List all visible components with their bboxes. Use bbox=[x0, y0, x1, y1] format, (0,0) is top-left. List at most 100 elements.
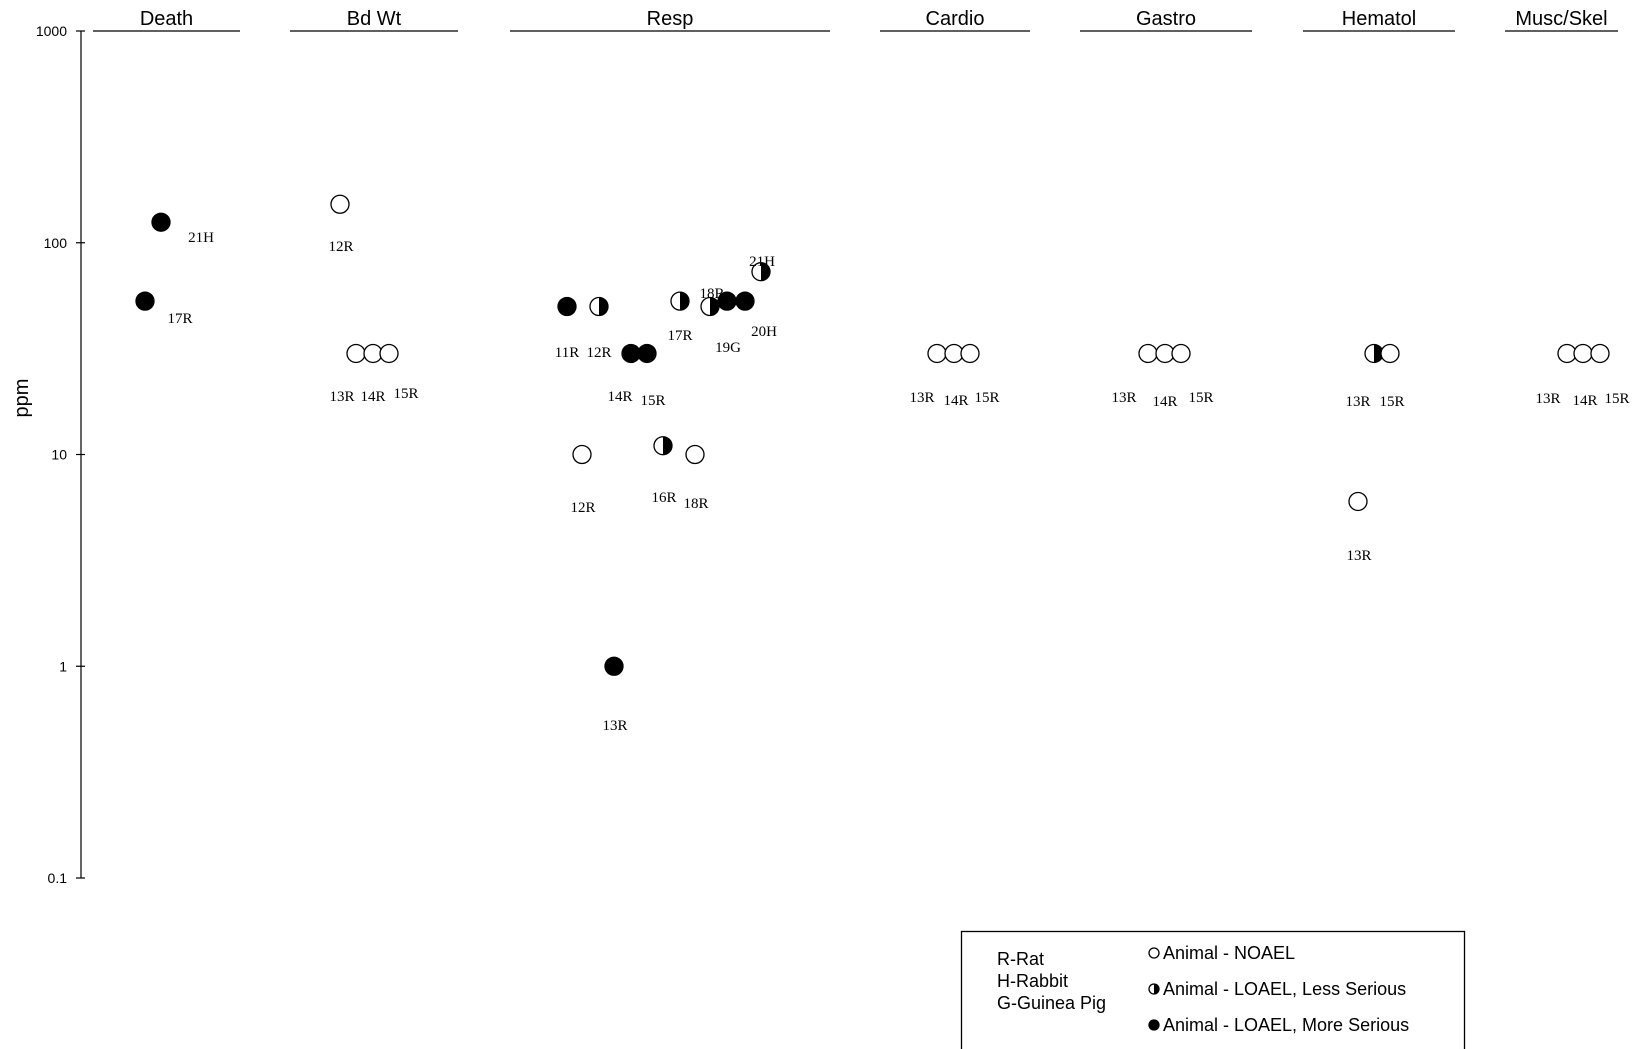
category-label: Resp bbox=[647, 8, 694, 30]
noael-marker bbox=[379, 343, 399, 364]
data-point: 15R bbox=[637, 343, 666, 409]
point-label: 17R bbox=[667, 328, 692, 344]
y-tick-label: 100 bbox=[44, 235, 68, 251]
noael-marker bbox=[1380, 343, 1400, 364]
point-label: 15R bbox=[974, 390, 999, 406]
noael-marker bbox=[1590, 343, 1610, 364]
data-point: 15R bbox=[379, 343, 419, 402]
legend-species: G-Guinea Pig bbox=[997, 993, 1106, 1013]
data-point: 13R bbox=[1111, 343, 1158, 406]
point-label: 15R bbox=[1379, 394, 1404, 410]
category-label: Death bbox=[140, 8, 193, 30]
point-label: 19G bbox=[715, 340, 741, 356]
data-point: 19G bbox=[715, 291, 741, 356]
data-point: 14R bbox=[1152, 343, 1178, 410]
data-point: 21H bbox=[151, 212, 214, 246]
category-header: Cardio bbox=[880, 8, 1030, 32]
legend-box bbox=[960, 930, 1466, 1049]
loael-more-serious-marker bbox=[637, 343, 657, 364]
noael-marker bbox=[944, 343, 964, 364]
noael-marker bbox=[572, 444, 592, 465]
point-label: 13R bbox=[1346, 548, 1371, 564]
category-header: Bd Wt bbox=[290, 8, 458, 32]
data-point: 11R bbox=[555, 296, 579, 361]
data-point: 14R bbox=[607, 343, 641, 405]
loael-less-serious-marker bbox=[653, 436, 673, 456]
point-label: 13R bbox=[909, 390, 934, 406]
noael-marker bbox=[960, 343, 980, 364]
data-point: 15R bbox=[960, 343, 1000, 406]
point-label: 20H bbox=[751, 324, 777, 340]
loael-more-serious-marker bbox=[735, 291, 755, 311]
y-tick-label: 10 bbox=[51, 447, 67, 463]
point-label: 11R bbox=[555, 345, 579, 361]
category-header: Death bbox=[93, 8, 240, 32]
data-point: 12R bbox=[570, 444, 596, 516]
data-point: 17R bbox=[667, 291, 693, 344]
point-label: 18R bbox=[683, 496, 708, 512]
data-point: 15R bbox=[1171, 343, 1214, 406]
noael-marker bbox=[1171, 343, 1191, 364]
noael-marker bbox=[1155, 343, 1175, 364]
loael-less-serious-marker bbox=[1364, 343, 1384, 364]
legend-symbol-label: Animal - LOAEL, Less Serious bbox=[1163, 979, 1406, 999]
category-header: Musc/Skel bbox=[1505, 8, 1618, 32]
data-point: 13R bbox=[329, 343, 366, 405]
loael-more-serious-marker bbox=[717, 291, 737, 311]
noael-marker bbox=[927, 343, 947, 364]
data-point: 15R bbox=[1590, 343, 1630, 407]
loael-less-serious-marker bbox=[751, 262, 771, 282]
data-point: 13R bbox=[1345, 343, 1384, 410]
category-label: Bd Wt bbox=[347, 8, 402, 30]
loael-more-serious-marker bbox=[135, 291, 155, 311]
noael-marker bbox=[363, 343, 383, 364]
category-label: Gastro bbox=[1136, 8, 1196, 30]
category-label: Cardio bbox=[926, 8, 985, 30]
legend-species: H-Rabbit bbox=[997, 971, 1068, 991]
data-point: 16R bbox=[651, 436, 677, 506]
category-headers: Death Bd Wt Resp Cardio Gastro Hematol Musc/Sk… bbox=[93, 8, 1618, 32]
loael-more-serious-marker bbox=[151, 212, 171, 232]
noael-marker bbox=[1557, 343, 1577, 364]
data-point: 17R bbox=[135, 291, 193, 327]
data-point: 12R bbox=[586, 296, 612, 361]
point-label: 17R bbox=[167, 311, 192, 327]
y-axis: 1000 100 10 1 0.1 bbox=[36, 23, 85, 886]
y-tick-label: 0.1 bbox=[48, 870, 68, 886]
legend-symbol-label: Animal - NOAEL bbox=[1163, 943, 1295, 963]
point-label: 16R bbox=[651, 490, 676, 506]
point-label: 13R bbox=[1535, 391, 1560, 407]
loael-more-serious-marker bbox=[621, 343, 641, 364]
legend-species: R-Rat bbox=[997, 949, 1044, 969]
y-tick-label: 1 bbox=[59, 658, 67, 674]
noael-marker bbox=[685, 444, 705, 465]
point-label: 12R bbox=[328, 239, 353, 255]
point-label: 14R bbox=[943, 393, 968, 409]
data-point: 13R bbox=[909, 343, 947, 406]
loael-more-serious-marker bbox=[557, 296, 577, 317]
legend-symbol-label: Animal - LOAEL, More Serious bbox=[1163, 1015, 1409, 1035]
point-label: 13R bbox=[1345, 394, 1370, 410]
data-point: 14R bbox=[360, 343, 386, 405]
noael-marker bbox=[1138, 343, 1158, 364]
data-point: 14R bbox=[1572, 343, 1598, 409]
point-label: 12R bbox=[586, 345, 611, 361]
point-label: 15R bbox=[1188, 390, 1213, 406]
data-point: 18R bbox=[683, 444, 709, 512]
y-axis-label: ppm bbox=[11, 379, 33, 418]
point-label: 21H bbox=[749, 254, 775, 270]
loael-less-serious-legend-icon bbox=[1148, 983, 1160, 995]
noael-legend-icon bbox=[1148, 947, 1160, 959]
point-label: 15R bbox=[640, 393, 665, 409]
data-point: 20H bbox=[735, 291, 777, 340]
noael-marker bbox=[1573, 343, 1593, 364]
category-header: Gastro bbox=[1080, 8, 1252, 32]
category-header: Resp bbox=[510, 8, 830, 32]
point-label: 13R bbox=[602, 718, 627, 734]
data-points: 21H 17R 12R 13R 14R 15R 11R 12R 12R 13R 14R 15R 16R 1… bbox=[135, 194, 1630, 734]
data-point: 21H bbox=[749, 254, 775, 282]
loael-less-serious-marker bbox=[670, 291, 690, 311]
point-label: 21H bbox=[188, 230, 214, 246]
